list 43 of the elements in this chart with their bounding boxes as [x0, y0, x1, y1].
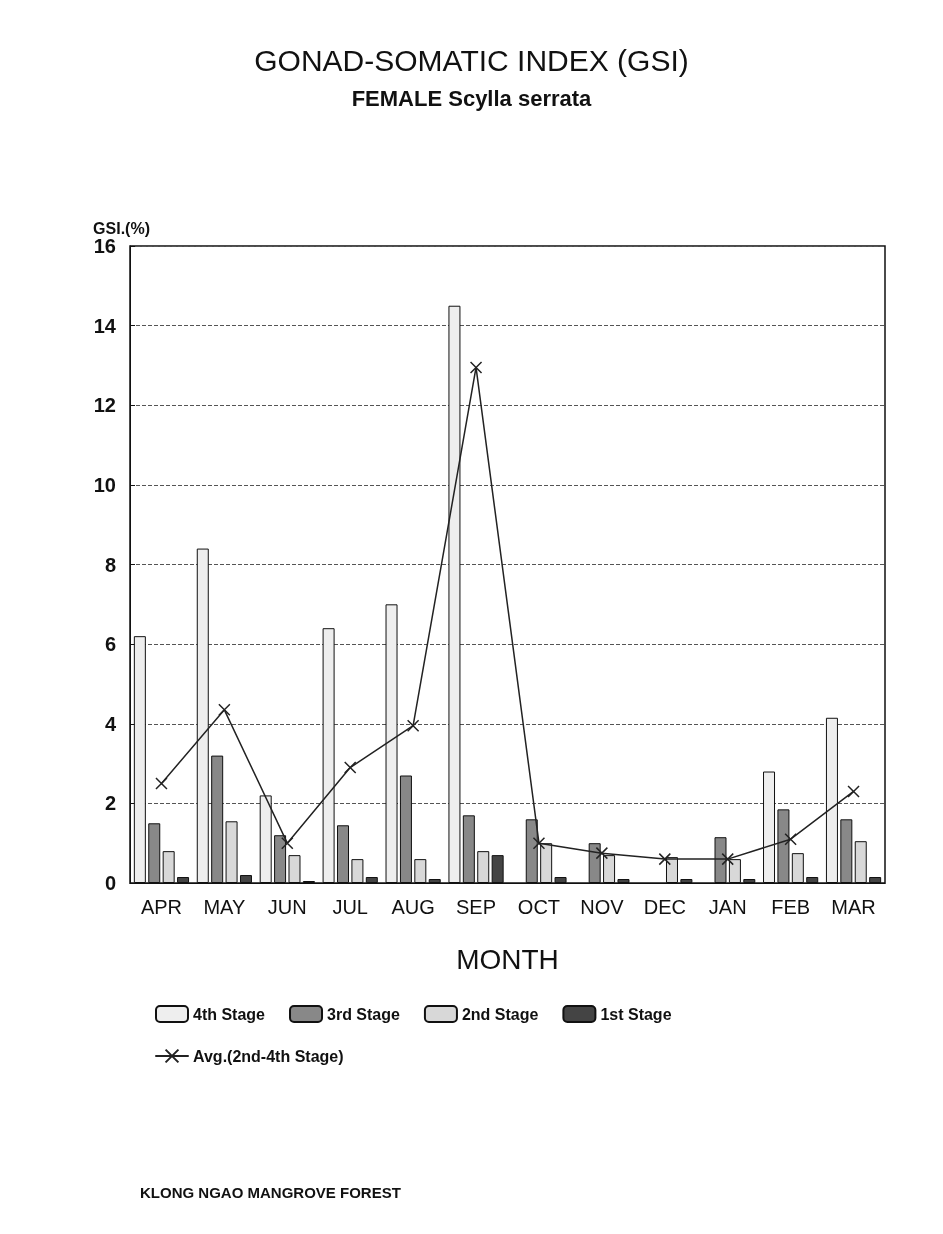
- point: [784, 832, 797, 846]
- point: [281, 836, 294, 850]
- legend-label: 4th Stage: [193, 1005, 266, 1023]
- x-tick-label: APR: [140, 896, 183, 918]
- chart-title: GONAD-SOMATIC INDEX (GSI): [254, 43, 689, 77]
- x-tick-label: JAN: [708, 896, 747, 918]
- x-axis-title: MONTH: [456, 943, 559, 975]
- y-tick-label: 8: [104, 553, 116, 576]
- point: [847, 785, 860, 798]
- legend-label: 3rd Stage: [327, 1005, 401, 1023]
- x-tick-label: MAY: [203, 896, 246, 918]
- legend-label: 2nd Stage: [461, 1005, 539, 1023]
- point: [406, 719, 420, 732]
- x-tick-label: NOV: [580, 896, 625, 918]
- y-tick-label: 2: [104, 792, 116, 815]
- y-tick-label: 10: [93, 473, 116, 496]
- x-tick-label: AUG: [391, 896, 435, 918]
- x-tick-label: FEB: [771, 896, 811, 918]
- legend-label: 1st Stage: [600, 1005, 672, 1023]
- text: KLONG NGAO MANGROVE FOREST: [140, 1184, 401, 1201]
- legend-label: Avg.(2nd-4th Stage): [193, 1047, 344, 1065]
- point: [532, 836, 546, 850]
- y-tick-label: 12: [93, 394, 116, 417]
- x-tick-label: MAR: [831, 896, 876, 918]
- point: [658, 852, 672, 866]
- x-tick-label: JUN: [267, 896, 307, 918]
- x-tick-label: OCT: [517, 896, 561, 918]
- point: [721, 852, 734, 866]
- point: [343, 761, 357, 774]
- x-tick-label: SEP: [456, 896, 497, 918]
- y-tick-label: 4: [104, 712, 117, 735]
- chart-subtitle: FEMALE Scylla serrata: [351, 85, 593, 111]
- y-axis-title: GSI.(%): [93, 219, 150, 237]
- x-tick-label: JUL: [332, 896, 368, 918]
- x-tick-label: DEC: [643, 896, 686, 918]
- y-tick-label: 14: [93, 314, 117, 337]
- y-tick-label: 0: [104, 872, 116, 894]
- point: [595, 846, 609, 860]
- point: [469, 361, 483, 374]
- point: [155, 777, 168, 790]
- point: [218, 703, 231, 717]
- y-tick-label: 16: [93, 235, 116, 257]
- y-tick-label: 6: [104, 633, 116, 656]
